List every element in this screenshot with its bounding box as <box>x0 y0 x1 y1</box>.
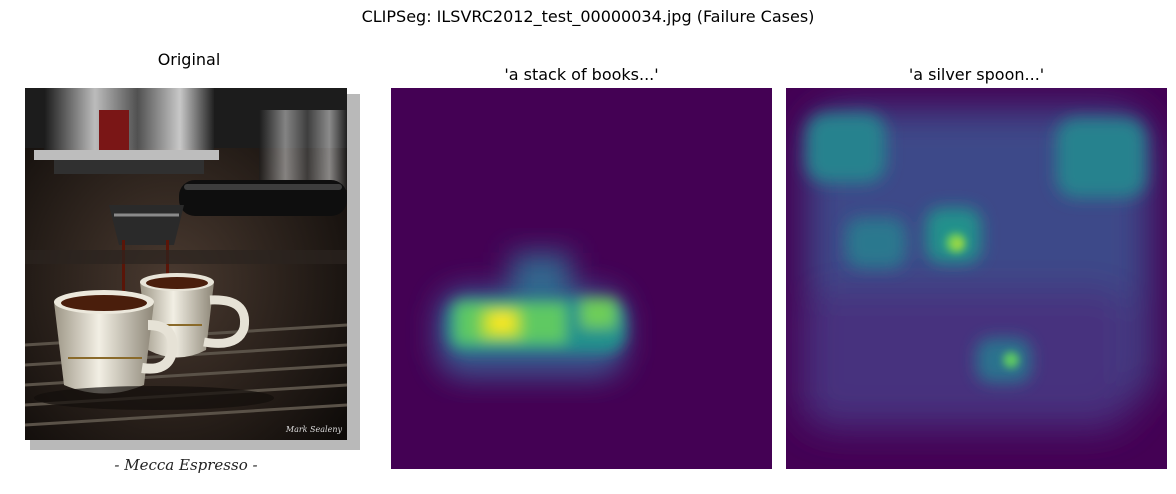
panel-title-silver-spoon: 'a silver spoon...' <box>908 65 1045 84</box>
original-photo: Mark Sealeny - Mecca Espresso - <box>14 80 364 480</box>
photo-caption: - Mecca Espresso - <box>114 456 257 474</box>
panel-title-original: Original <box>157 50 221 69</box>
heatmap-silver-spoon <box>786 88 1167 469</box>
figure-title: CLIPSeg: ILSVRC2012_test_00000034.jpg (F… <box>361 7 815 26</box>
panel-title-stack-of-books: 'a stack of books...' <box>504 65 659 84</box>
photo-watermark: Mark Sealeny <box>285 425 343 434</box>
heatmap-stack-of-books <box>391 88 772 469</box>
